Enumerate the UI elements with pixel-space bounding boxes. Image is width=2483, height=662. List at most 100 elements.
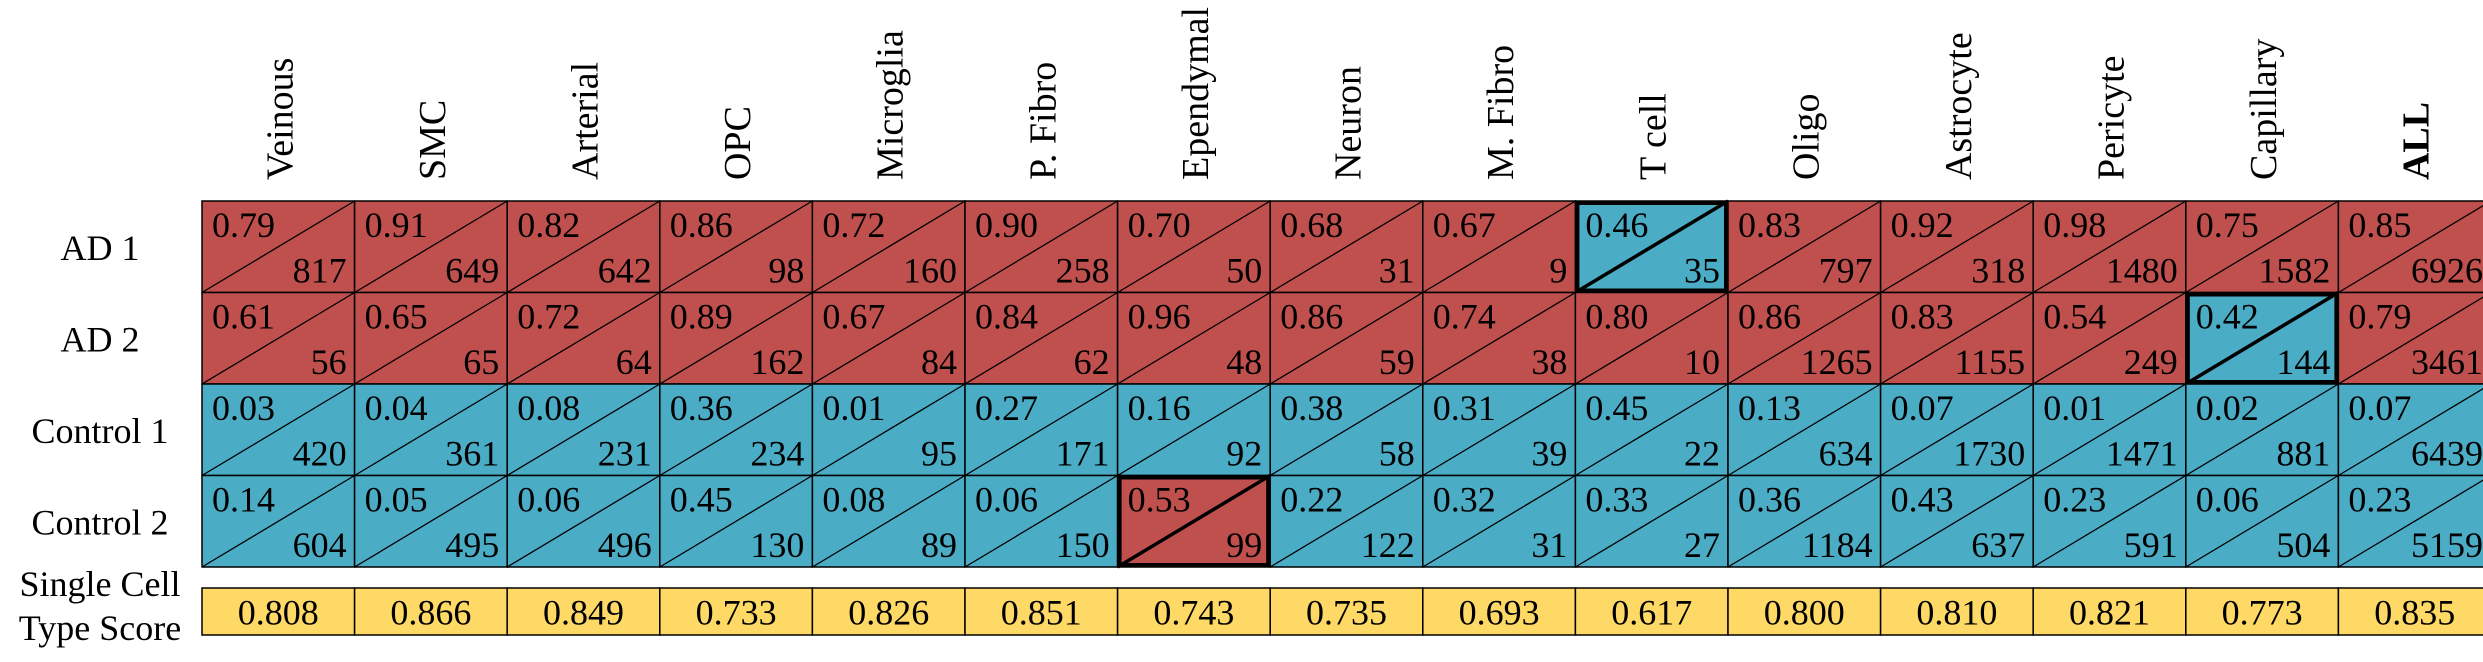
cell-diagonal [659,474,813,568]
cell-score: 0.32 [1433,480,1496,520]
cell-count: 50 [1226,251,1262,291]
summary-score: 0.800 [1764,593,1845,633]
cell-score: 0.65 [365,297,428,337]
cell-count: 35 [1684,251,1720,291]
cell-count: 98 [768,251,804,291]
cell-score: 0.72 [822,205,885,245]
cell-score: 0.92 [1891,205,1954,245]
cell-score: 0.83 [1738,205,1801,245]
cell-count: 642 [598,251,652,291]
summary-cell [1269,587,1424,636]
cell-count: 504 [2276,525,2330,565]
cell-count: 1730 [1953,434,2025,474]
cell-count: 9 [1549,251,1567,291]
cell-score: 0.14 [212,480,275,520]
cell-diagonal [1575,291,1729,385]
cell-diagonal [2338,296,2483,385]
table-cell [2337,383,2483,477]
cell-score: 0.22 [1280,480,1343,520]
cell-count: 258 [1056,251,1110,291]
cell-diagonal [1422,383,1576,477]
cell-diagonal [1422,200,1576,294]
cell-diagonal [2185,200,2339,294]
column-header: P. Fibro [1022,62,1064,180]
column-header: Astrocyte [1938,32,1980,180]
cell-score: 0.02 [2196,388,2259,428]
summary-cell [1422,587,1577,636]
cell-count: 10 [1684,342,1720,382]
cell-score: 0.61 [212,297,275,337]
cell-diagonal [354,291,508,385]
cell-count: 6439 [2411,434,2483,474]
cell-score: 0.85 [2348,205,2411,245]
cell-diagonal [2185,474,2339,568]
summary-cell [2337,587,2483,636]
cell-score: 0.86 [670,205,733,245]
cell-score: 0.05 [365,480,428,520]
cell-score: 0.07 [2348,388,2411,428]
cell-diagonal [506,383,661,477]
cell-score: 0.08 [517,388,580,428]
cell-score: 0.98 [2043,205,2106,245]
summary-score: 0.735 [1306,593,1387,633]
cell-diagonal [1727,474,1881,568]
cell-count: 231 [598,434,652,474]
cell-score: 0.80 [1585,297,1648,337]
cell-count: 38 [1531,342,1567,382]
cell-highlight-border [2185,292,2339,384]
cell-score: 0.06 [2196,480,2259,520]
cell-score: 0.72 [517,297,580,337]
cell-diagonal [2032,383,2187,477]
cell-diagonal [201,200,355,294]
cell-score: 0.96 [1128,297,1191,337]
cell-diagonal [1575,474,1729,568]
cell-count: 318 [1971,251,2025,291]
cell-diagonal [201,383,355,477]
table-cell [2337,200,2483,294]
summary-label: Type Score [19,608,181,648]
cell-score: 0.91 [365,205,428,245]
cell-score: 0.82 [517,205,580,245]
column-header: Ependymal [1175,7,1217,180]
cell-diagonal [506,474,661,568]
cell-diagonal [1269,200,1424,294]
cell-diagonal [201,474,355,568]
cell-count: 637 [1971,525,2025,565]
cell-diagonal [201,291,355,385]
cell-diagonal [1880,291,2034,385]
summary-cell [811,587,966,636]
cell-diagonal [1880,200,2034,294]
cell-diagonal [1880,474,2034,568]
cell-count: 122 [1361,525,1415,565]
cell-score: 0.36 [1738,480,1801,520]
cell-score: 0.27 [975,388,1038,428]
summary-score: 0.617 [1611,593,1692,633]
cell-diagonal [354,474,508,568]
cell-score: 0.45 [1585,388,1648,428]
cell-count: 58 [1379,434,1415,474]
cell-diagonal [964,291,1118,385]
cell-count: 95 [921,434,957,474]
cell-score: 0.23 [2348,480,2411,520]
cell-score: 0.31 [1433,388,1496,428]
summary-score: 0.810 [1916,593,1997,633]
summary-score: 0.821 [2069,593,2150,633]
cell-score: 0.67 [1433,205,1496,245]
row-label: AD 2 [61,319,140,359]
column-header: Veinous [259,58,301,180]
summary-cell [964,587,1119,636]
cell-count: 3461 [2411,342,2483,382]
row-label: AD 1 [61,228,140,268]
cell-diagonal [1269,291,1424,385]
cell-diagonal [964,200,1118,294]
column-header: Capillary [2243,39,2285,180]
row-label: Control 2 [31,502,168,542]
cell-diagonal [2338,205,2483,294]
cell-diagonal [1574,199,1729,295]
cell-count: 171 [1056,434,1110,474]
cell-count: 27 [1684,525,1720,565]
cell-diagonal [506,200,661,294]
column-header: T cell [1633,93,1675,180]
cell-diagonal [2338,388,2483,477]
